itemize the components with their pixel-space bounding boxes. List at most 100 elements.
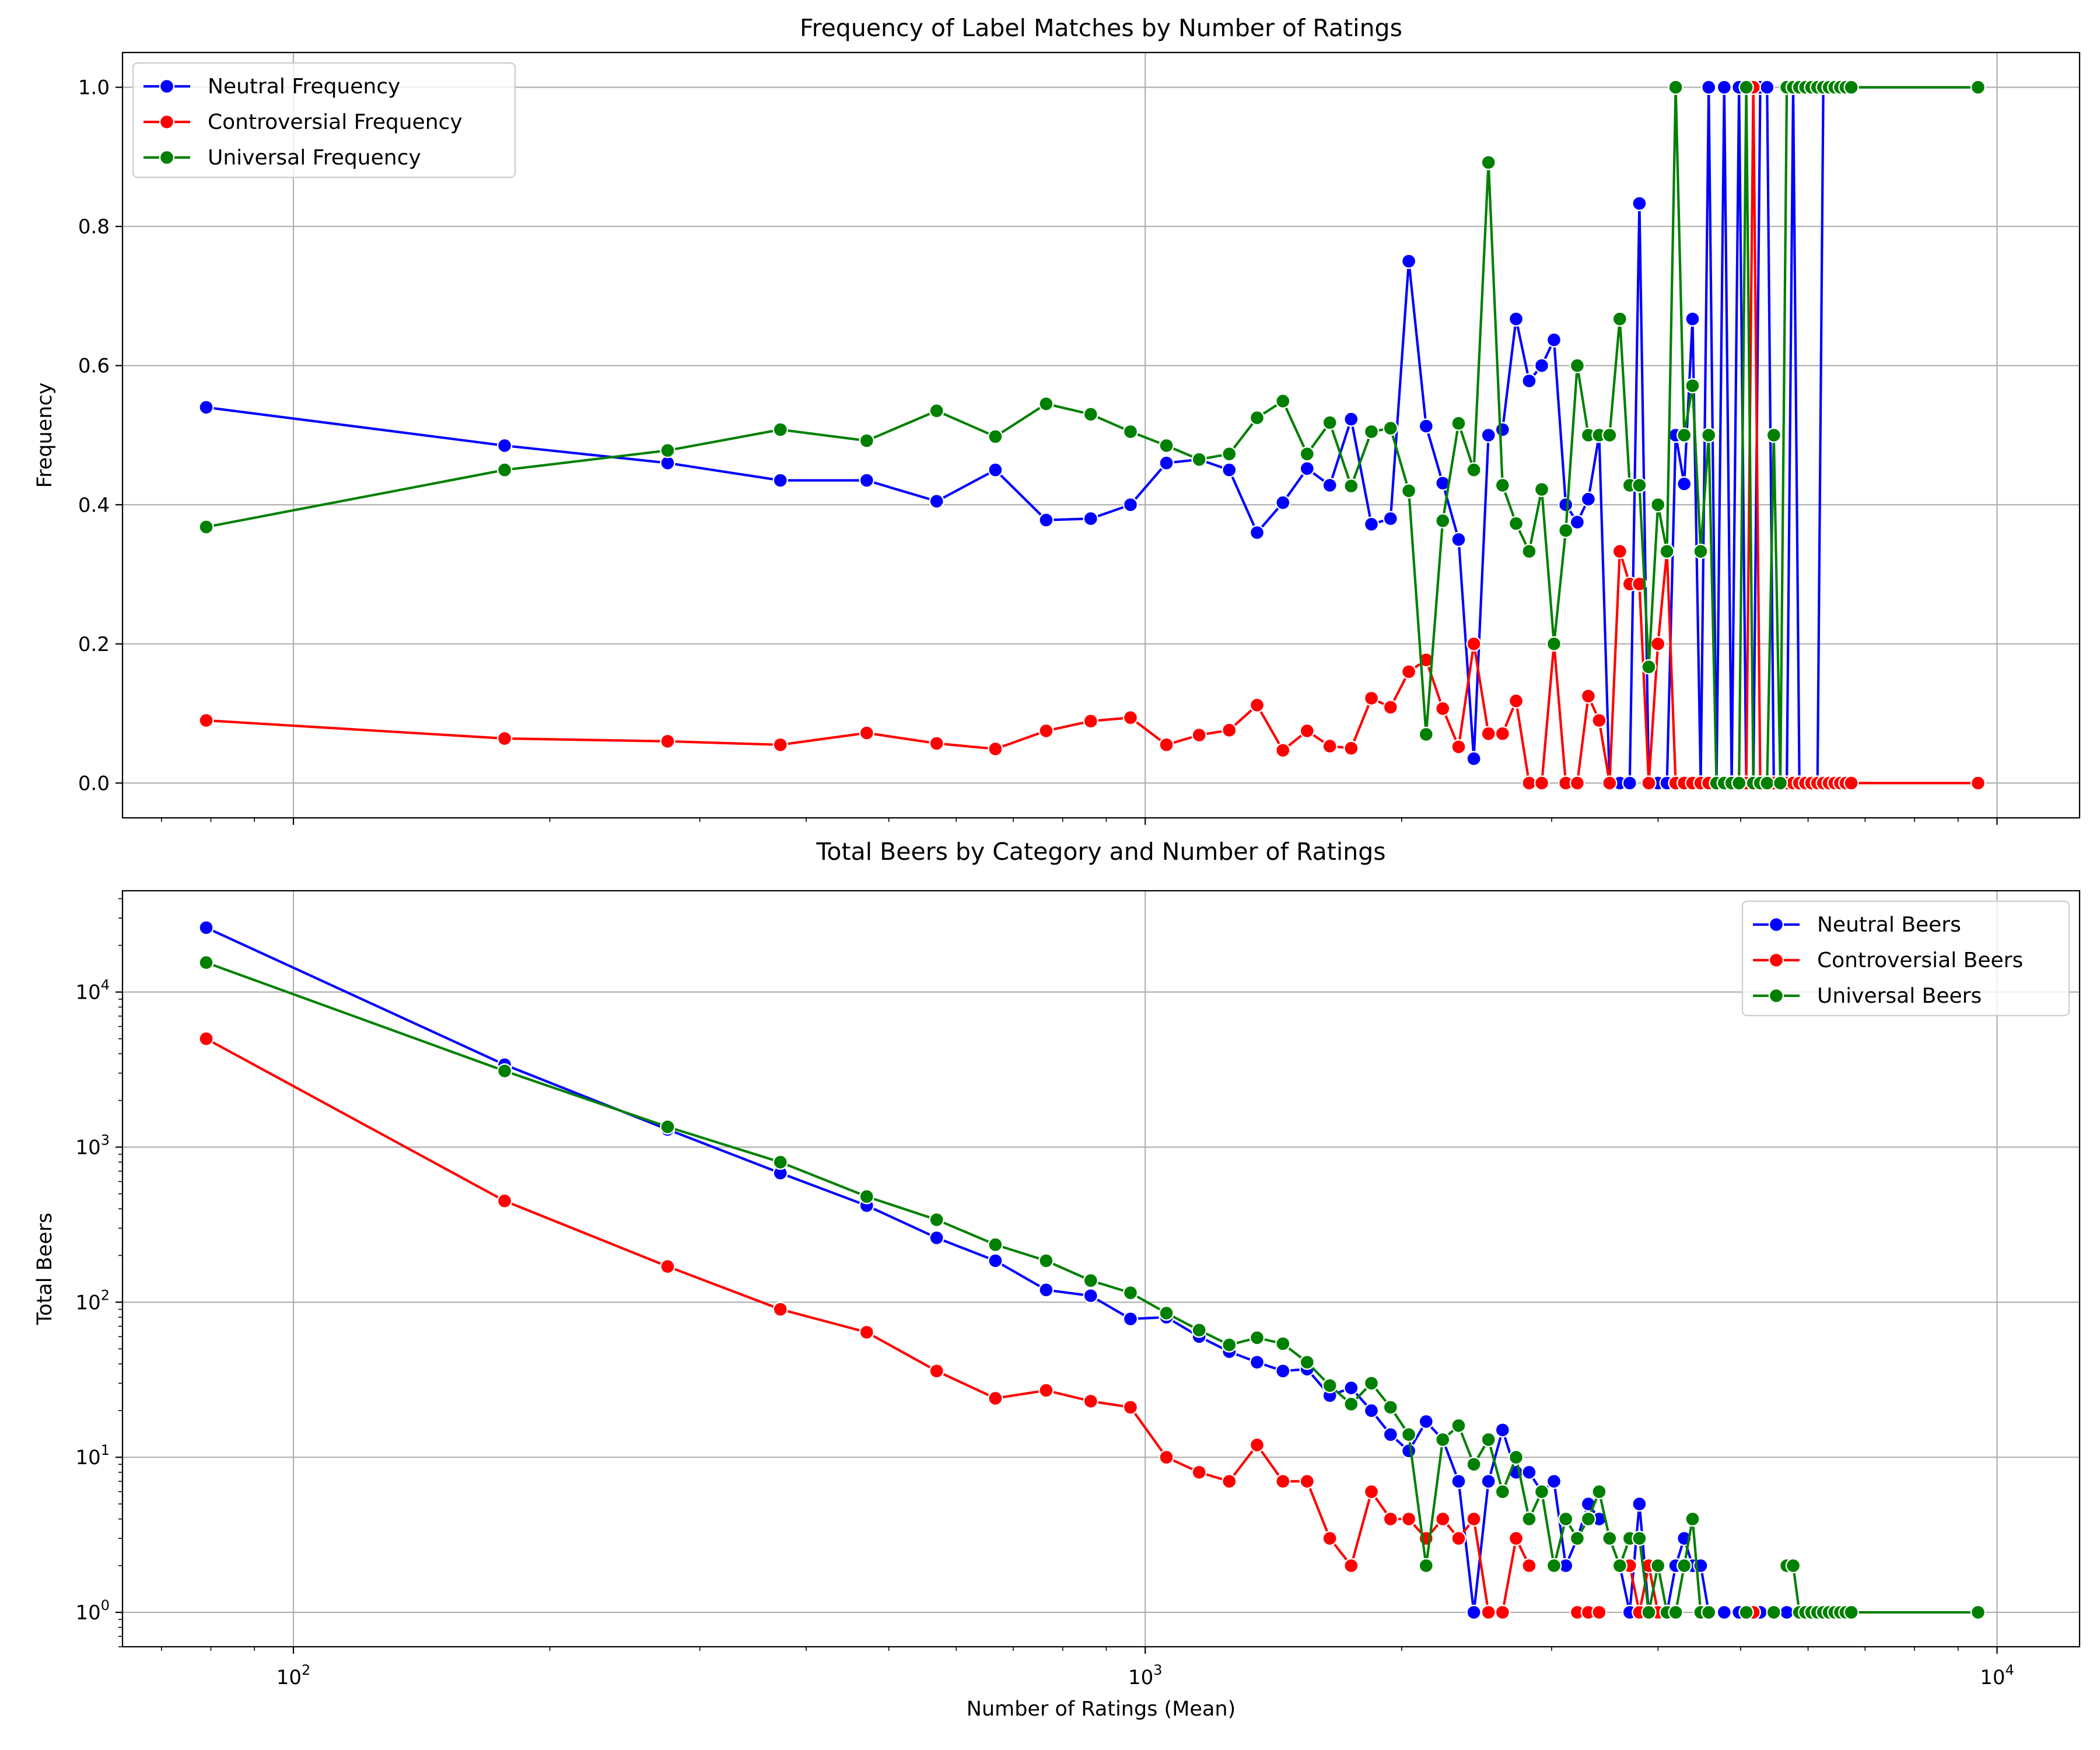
data-point (1772, 775, 1788, 791)
legend-item: Neutral Beers (1753, 913, 1961, 937)
series-line (1618, 1503, 1650, 1614)
data-point (1668, 1604, 1684, 1620)
data-point (496, 730, 513, 747)
data-point (660, 733, 676, 750)
data-point (1322, 477, 1338, 494)
data-point (198, 519, 214, 535)
data-point (496, 438, 513, 454)
data-point (1038, 1253, 1054, 1269)
legend-item: Neutral Frequency (144, 75, 400, 99)
data-point (1299, 723, 1315, 739)
y-tick-label: 0.6 (78, 355, 110, 378)
data-point (1700, 1604, 1717, 1620)
data-point (1632, 1496, 1647, 1512)
legend-label: Controversial Beers (1817, 949, 2023, 972)
data-point (1685, 311, 1700, 327)
data-point (1401, 664, 1417, 680)
data-point (1650, 1558, 1666, 1574)
data-point (1759, 79, 1775, 95)
data-point (1632, 477, 1647, 494)
data-point (1546, 636, 1562, 652)
data-point (1363, 690, 1380, 706)
plot-frame (121, 51, 2081, 819)
legend: Neutral Frequency Controversial Frequency… (132, 62, 516, 178)
data-point (1480, 155, 1496, 170)
data-point (1700, 427, 1717, 443)
data-point (859, 725, 875, 741)
data-point (1322, 415, 1338, 430)
data-point (1222, 462, 1237, 478)
data-point (1435, 1511, 1451, 1527)
data-point (929, 1363, 944, 1379)
data-point (1363, 516, 1380, 532)
data-point (1191, 727, 1207, 743)
data-point (1451, 1530, 1466, 1546)
data-point (1451, 1418, 1466, 1434)
data-point (1668, 79, 1684, 95)
data-point (1299, 1354, 1315, 1370)
data-point (1343, 740, 1359, 756)
data-point (1480, 427, 1496, 443)
data-point (1558, 523, 1574, 538)
data-point (1038, 723, 1054, 739)
data-point (1222, 1337, 1237, 1353)
data-point (1083, 1393, 1099, 1409)
data-point (1843, 775, 1859, 791)
data-point (988, 429, 1003, 444)
data-point (1591, 1604, 1607, 1620)
data-point (1191, 1322, 1207, 1338)
data-point (1685, 1511, 1700, 1527)
data-point (1191, 452, 1207, 467)
frequency-chart: 0.0 0.2 0.4 0.6 0.8 1.0 Frequency of Label Mat… (33, 14, 2081, 825)
data-point (1038, 512, 1054, 528)
data-point (1343, 1558, 1359, 1574)
data-point (1083, 1288, 1099, 1304)
y-tick-label: 1.0 (78, 76, 110, 100)
data-point (1602, 775, 1618, 791)
data-point (988, 1253, 1003, 1269)
data-point (1534, 1483, 1550, 1500)
data-point (1122, 1399, 1139, 1415)
data-point (1508, 516, 1524, 531)
data-point (1343, 411, 1359, 427)
data-point (660, 1258, 676, 1275)
data-point (1363, 424, 1380, 440)
data-point (1494, 477, 1511, 494)
data-point (1363, 1402, 1380, 1419)
data-point (1676, 476, 1692, 492)
data-point (1650, 497, 1666, 513)
data-point (1249, 524, 1265, 541)
data-point (1158, 737, 1174, 753)
data-point (1676, 427, 1692, 443)
legend-label: Universal Frequency (208, 146, 421, 170)
data-point (1591, 712, 1607, 729)
data-point (1466, 1457, 1482, 1472)
y-tick-label: 100 (75, 1597, 110, 1625)
data-point (1622, 775, 1638, 791)
data-point (1612, 544, 1628, 559)
data-point (1466, 1604, 1482, 1620)
series-universal-frequency (198, 79, 1986, 791)
data-point (1299, 1474, 1315, 1489)
data-point (1322, 1378, 1338, 1394)
legend-label: Neutral Frequency (208, 75, 400, 99)
data-point (1249, 1330, 1265, 1346)
series-line (205, 961, 1709, 1614)
data-point (660, 1119, 676, 1135)
data-point (1299, 446, 1315, 462)
data-point (1451, 1474, 1466, 1489)
data-point (859, 1324, 875, 1340)
series-line (205, 926, 1601, 1614)
data-point (988, 1237, 1003, 1252)
data-point (1451, 739, 1466, 755)
x-tick-label: 102 (276, 1662, 311, 1689)
data-point (1275, 393, 1291, 409)
data-point (1480, 1474, 1496, 1489)
data-point (1494, 1422, 1511, 1438)
data-point (198, 1031, 214, 1046)
data-point (1249, 697, 1265, 713)
legend-label: Universal Beers (1817, 984, 1982, 1008)
data-point (1731, 775, 1747, 791)
data-point (1122, 424, 1139, 440)
data-point (1569, 514, 1586, 530)
